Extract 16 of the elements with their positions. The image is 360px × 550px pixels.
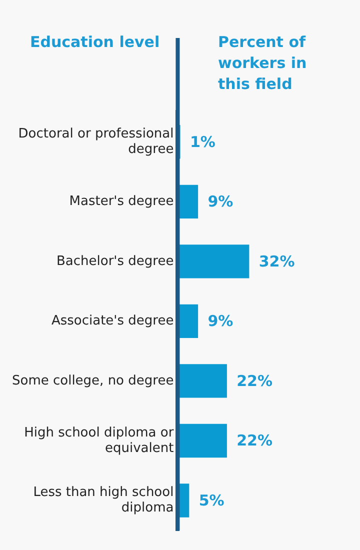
data-label: 22% xyxy=(236,432,273,450)
y-tick-label: Bachelor's degree xyxy=(56,254,174,269)
data-label: 9% xyxy=(208,192,234,211)
data-label: 9% xyxy=(208,312,234,330)
x-axis-title: Percent of workers in this field xyxy=(218,32,308,95)
y-tick-label: High school diploma or equivalent xyxy=(24,425,174,456)
y-tick-label: Doctoral or professional degree xyxy=(18,126,174,158)
data-label: 5% xyxy=(198,491,224,510)
y-tick-label: Associate's degree xyxy=(51,314,174,329)
y-tick-label: Some college, no degree xyxy=(12,373,174,388)
y-tick-label: Less than high school diploma xyxy=(33,485,174,516)
y-tick-label: Master's degree xyxy=(69,194,174,210)
data-label: 22% xyxy=(236,372,273,390)
data-label: 1% xyxy=(190,132,216,151)
y-axis-title: Education level xyxy=(30,32,160,53)
data-label: 32% xyxy=(258,252,295,270)
